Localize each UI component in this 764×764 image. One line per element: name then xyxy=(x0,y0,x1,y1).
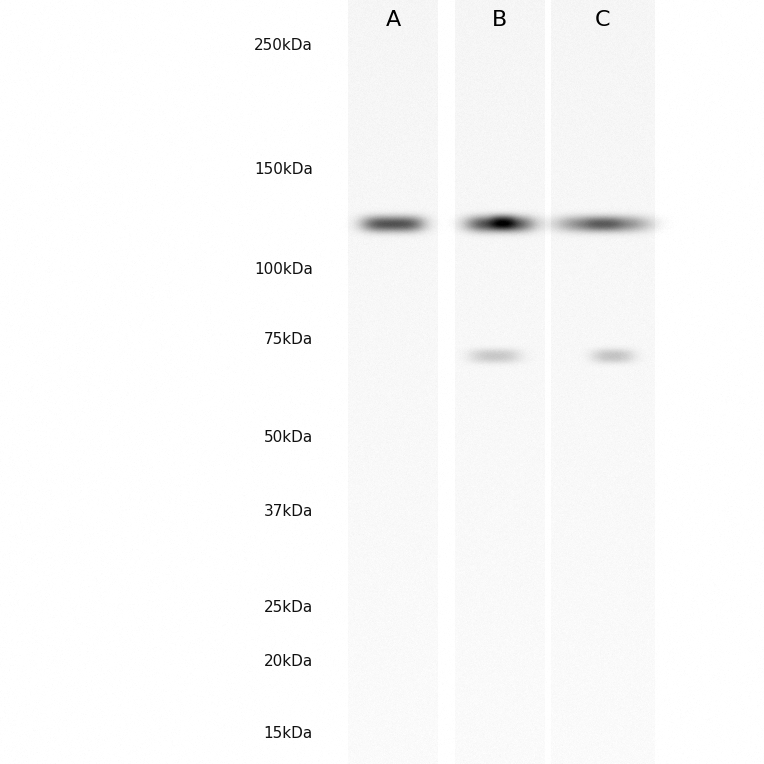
Text: 150kDa: 150kDa xyxy=(254,161,313,176)
Text: B: B xyxy=(492,10,507,30)
Text: 50kDa: 50kDa xyxy=(264,430,313,445)
Text: 25kDa: 25kDa xyxy=(264,601,313,616)
Text: 250kDa: 250kDa xyxy=(254,37,313,53)
Text: C: C xyxy=(595,10,610,30)
Text: 100kDa: 100kDa xyxy=(254,261,313,277)
Text: 20kDa: 20kDa xyxy=(264,655,313,669)
Text: 75kDa: 75kDa xyxy=(264,332,313,347)
Text: 37kDa: 37kDa xyxy=(264,504,313,520)
Text: A: A xyxy=(385,10,400,30)
Text: 15kDa: 15kDa xyxy=(264,726,313,740)
